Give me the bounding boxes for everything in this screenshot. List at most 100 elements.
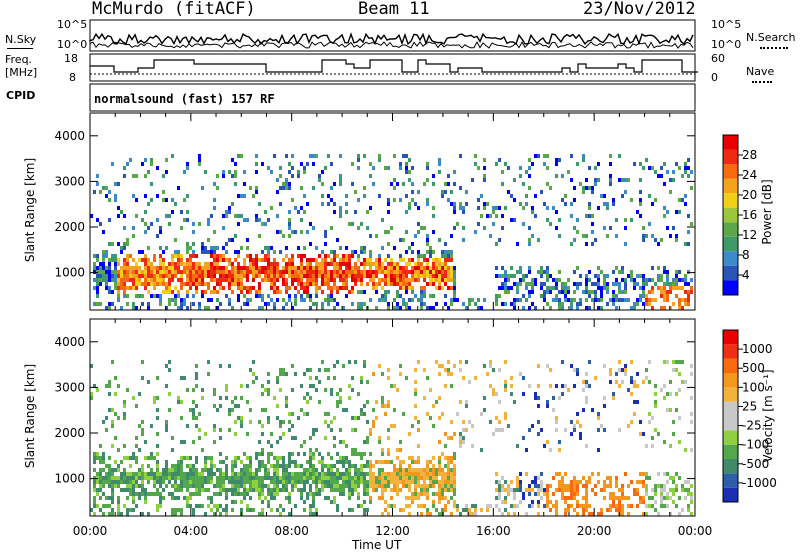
range-gate-cell: [255, 262, 258, 266]
range-gate-cell: [423, 274, 426, 278]
range-gate-cell: [540, 190, 543, 194]
range-gate-cell: [348, 290, 351, 294]
range-gate-cell: [564, 286, 567, 290]
range-gate-cell: [684, 202, 687, 206]
range-gate-cell: [498, 400, 501, 404]
range-gate-cell: [663, 298, 666, 302]
range-gate-cell: [660, 306, 663, 310]
range-gate-cell: [633, 384, 636, 388]
range-gate-cell: [249, 408, 252, 412]
range-gate-cell: [381, 396, 384, 400]
range-gate-cell: [504, 302, 507, 306]
range-gate-cell: [438, 170, 441, 174]
range-gate-cell: [258, 488, 261, 492]
range-gate-cell: [432, 266, 435, 270]
range-gate-cell: [492, 222, 495, 226]
range-gate-cell: [354, 262, 357, 266]
range-gate-cell: [399, 372, 402, 376]
range-gate-cell: [267, 294, 270, 298]
range-gate-cell: [561, 384, 564, 388]
range-gate-cell: [390, 476, 393, 480]
range-gate-cell: [639, 420, 642, 424]
range-gate-cell: [444, 282, 447, 286]
range-gate-cell: [279, 504, 282, 508]
range-gate-cell: [327, 496, 330, 500]
range-gate-cell: [333, 376, 336, 380]
range-gate-cell: [273, 258, 276, 262]
range-gate-cell: [390, 282, 393, 286]
range-gate-cell: [324, 388, 327, 392]
range-gate-cell: [330, 286, 333, 290]
range-gate-cell: [240, 154, 243, 158]
range-gate-cell: [303, 290, 306, 294]
range-gate-cell: [153, 396, 156, 400]
range-gate-cell: [288, 186, 291, 190]
range-gate-cell: [390, 472, 393, 476]
range-gate-cell: [585, 496, 588, 500]
range-gate-cell: [363, 464, 366, 468]
range-gate-cell: [663, 384, 666, 388]
range-gate-cell: [558, 158, 561, 162]
range-gate-cell: [546, 278, 549, 282]
range-gate-cell: [288, 226, 291, 230]
range-gate-cell: [159, 476, 162, 480]
range-gate-cell: [663, 290, 666, 294]
range-gate-cell: [384, 274, 387, 278]
range-gate-cell: [414, 416, 417, 420]
range-gate-cell: [132, 492, 135, 496]
range-gate-cell: [561, 476, 564, 480]
range-gate-cell: [120, 270, 123, 274]
range-gate-cell: [690, 186, 693, 190]
range-gate-cell: [219, 480, 222, 484]
range-gate-cell: [423, 266, 426, 270]
range-gate-cell: [234, 174, 237, 178]
range-gate-cell: [342, 476, 345, 480]
range-gate-cell: [327, 424, 330, 428]
range-gate-cell: [144, 282, 147, 286]
range-gate-cell: [405, 166, 408, 170]
range-gate-cell: [687, 302, 690, 306]
range-gate-cell: [123, 404, 126, 408]
range-gate-cell: [567, 278, 570, 282]
range-gate-cell: [129, 270, 132, 274]
range-gate-cell: [432, 492, 435, 496]
range-gate-cell: [654, 170, 657, 174]
range-gate-cell: [120, 512, 123, 516]
range-gate-cell: [183, 270, 186, 274]
range-gate-cell: [96, 504, 99, 508]
range-gate-cell: [549, 368, 552, 372]
range-gate-cell: [288, 456, 291, 460]
range-gate-cell: [366, 270, 369, 274]
range-gate-cell: [291, 274, 294, 278]
range-gate-cell: [687, 158, 690, 162]
range-gate-cell: [159, 496, 162, 500]
range-gate-cell: [402, 154, 405, 158]
range-gate-cell: [393, 464, 396, 468]
range-gate-cell: [255, 472, 258, 476]
range-gate-cell: [543, 154, 546, 158]
range-gate-cell: [510, 266, 513, 270]
range-gate-cell: [234, 396, 237, 400]
range-gate-cell: [153, 270, 156, 274]
range-gate-cell: [537, 154, 540, 158]
range-gate-cell: [624, 218, 627, 222]
range-gate-cell: [438, 158, 441, 162]
range-gate-cell: [513, 298, 516, 302]
range-gate-cell: [432, 270, 435, 274]
range-gate-cell: [564, 428, 567, 432]
range-gate-cell: [618, 360, 621, 364]
range-gate-cell: [237, 222, 240, 226]
range-gate-cell: [399, 508, 402, 512]
range-gate-cell: [453, 210, 456, 214]
range-gate-cell: [246, 464, 249, 468]
range-gate-cell: [669, 286, 672, 290]
range-gate-cell: [432, 306, 435, 310]
colorbar-segment: [723, 416, 738, 431]
range-gate-cell: [414, 368, 417, 372]
range-gate-cell: [609, 492, 612, 496]
range-gate-cell: [426, 162, 429, 166]
range-gate-cell: [519, 500, 522, 504]
range-gate-cell: [363, 270, 366, 274]
range-gate-cell: [633, 282, 636, 286]
range-gate-cell: [687, 214, 690, 218]
